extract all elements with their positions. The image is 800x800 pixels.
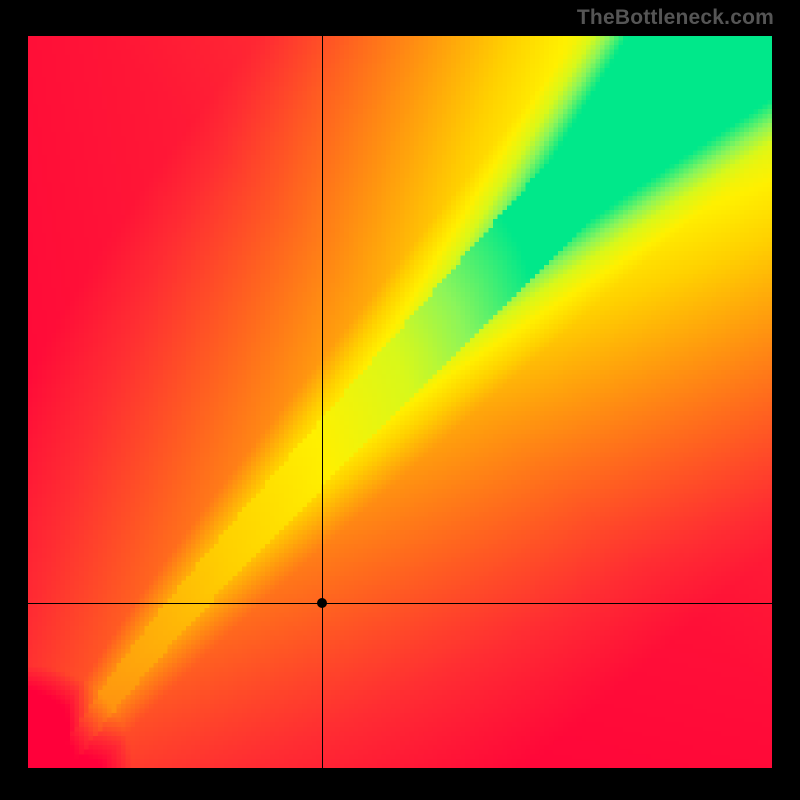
selection-marker xyxy=(317,598,327,608)
crosshair-vertical xyxy=(322,36,323,768)
crosshair-horizontal xyxy=(28,603,772,604)
watermark-text: TheBottleneck.com xyxy=(577,6,774,30)
bottleneck-heatmap xyxy=(28,36,772,768)
